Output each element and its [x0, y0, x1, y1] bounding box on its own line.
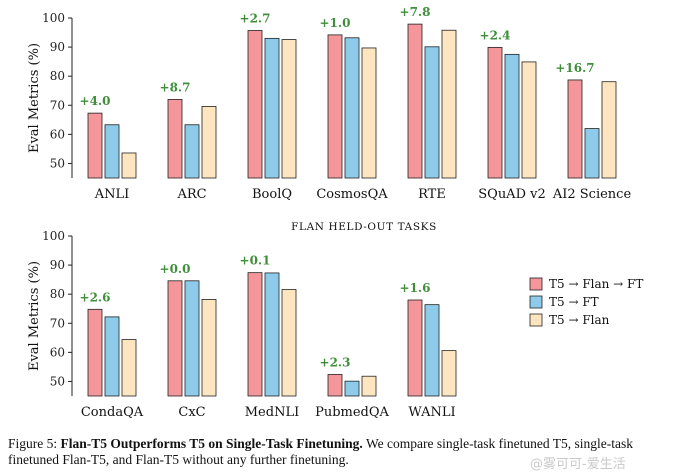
bar: [327, 34, 343, 179]
bar: [121, 339, 137, 397]
watermark: @雾可可-爱生活: [530, 457, 626, 472]
bar: [344, 380, 360, 397]
bar: [407, 299, 423, 397]
category-label: ARC: [176, 187, 206, 202]
section-title: FLAN HELD-OUT TASKS: [291, 221, 437, 233]
y-tick-label: 90: [50, 258, 65, 272]
delta-label: +0.1: [240, 254, 271, 268]
category-label: WANLI: [408, 405, 455, 420]
category-label: PubmedQA: [315, 405, 389, 420]
delta-label: +8.7: [160, 80, 191, 94]
y-axis-label: Eval Metrics (%): [27, 43, 42, 153]
caption-rest: We compare single-task finetuned T5, sin…: [8, 436, 634, 467]
bar: [521, 61, 537, 179]
delta-label: +2.3: [320, 355, 351, 369]
bar: [264, 272, 280, 397]
bar: [201, 299, 217, 397]
caption-prefix: Figure 5:: [8, 436, 61, 451]
bar: [281, 39, 297, 179]
bar: [184, 280, 200, 397]
delta-label: +1.6: [400, 281, 431, 295]
bar: [361, 375, 377, 397]
legend-swatch: [529, 313, 543, 327]
y-tick-label: 50: [50, 156, 65, 170]
bar: [104, 124, 120, 179]
category-label: ANLI: [94, 187, 130, 202]
bar: [87, 308, 103, 397]
delta-label: +2.6: [80, 290, 111, 304]
bar: [281, 289, 297, 397]
delta-label: +0.0: [160, 262, 191, 276]
legend: T5 → Flan → FT T5 → FT T5 → Flan: [529, 277, 643, 327]
category-label: CondaQA: [81, 405, 144, 420]
bar: [567, 79, 583, 179]
delta-label: +2.7: [240, 12, 271, 26]
figure-canvas: 50 60 70 80 90 100 Eval Metrics (%) ANLI +4.0 ARC…: [27, 5, 643, 420]
y-tick-label: 100: [42, 11, 65, 25]
bar: [504, 53, 520, 179]
bar: [247, 272, 263, 397]
top-chart: 50 60 70 80 90 100 Eval Metrics (%) ANLI +4.0 ARC…: [27, 5, 631, 202]
legend-swatch: [529, 295, 543, 309]
category-label: AI2 Science: [552, 187, 632, 202]
bar: [361, 47, 377, 179]
figure-caption: Figure 5: Flan-T5 Outperforms T5 on Sing…: [8, 436, 680, 468]
caption-bold: Flan-T5 Outperforms T5 on Single-Task Fi…: [60, 436, 363, 451]
bar: [344, 37, 360, 179]
delta-label: +4.0: [80, 94, 111, 108]
y-tick-label: 50: [50, 374, 65, 388]
bar: [407, 23, 423, 179]
y-tick-label: 80: [50, 69, 65, 83]
delta-label: +1.0: [320, 16, 351, 30]
y-tick-label: 60: [50, 127, 65, 141]
bar: [247, 30, 263, 179]
category-label: CxC: [178, 405, 205, 420]
y-axis-label: Eval Metrics (%): [27, 261, 42, 371]
bar: [167, 280, 183, 397]
delta-label: +7.8: [400, 5, 431, 19]
category-label: RTE: [418, 187, 446, 202]
bar: [184, 124, 200, 179]
bar: [87, 112, 103, 179]
category-label: SQuAD v2: [478, 187, 546, 202]
bar: [121, 152, 137, 179]
legend-label: T5 → Flan: [549, 313, 610, 327]
y-tick-label: 70: [50, 98, 65, 112]
bar: [264, 37, 280, 179]
bar: [327, 374, 343, 397]
delta-label: +16.7: [555, 61, 594, 75]
bar: [424, 46, 440, 179]
bar: [601, 81, 617, 179]
category-label: MedNLI: [245, 405, 299, 420]
y-tick-label: 100: [42, 229, 65, 243]
bar: [441, 350, 457, 397]
bar: [487, 46, 503, 179]
bar: [424, 304, 440, 397]
bar: [584, 128, 600, 179]
y-tick-label: 90: [50, 40, 65, 54]
category-label: BoolQ: [252, 187, 292, 202]
y-tick-label: 60: [50, 345, 65, 359]
bottom-chart: 50 60 70 80 90 100 Eval Metrics (%) CondaQA +2.6…: [27, 229, 457, 420]
y-tick-label: 80: [50, 287, 65, 301]
delta-label: +2.4: [480, 28, 511, 42]
bar: [201, 106, 217, 179]
bar: [167, 99, 183, 179]
legend-swatch: [529, 277, 543, 291]
y-tick-label: 70: [50, 316, 65, 330]
legend-label: T5 → FT: [549, 295, 599, 309]
legend-label: T5 → Flan → FT: [549, 277, 643, 291]
category-label: CosmosQA: [316, 187, 388, 202]
bar: [441, 29, 457, 179]
bar: [104, 316, 120, 397]
